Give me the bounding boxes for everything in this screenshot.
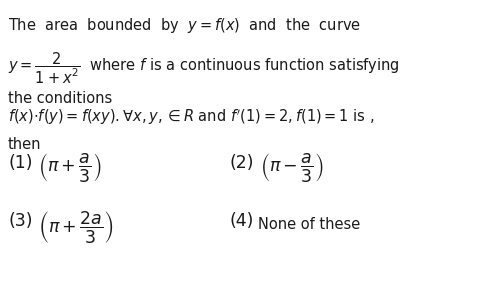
Text: then: then [8, 137, 42, 152]
Text: (2): (2) [230, 154, 254, 172]
Text: $y = \dfrac{2}{1+x^{2}}$  where $f$ is a continuous function satisfying: $y = \dfrac{2}{1+x^{2}}$ where $f$ is a … [8, 51, 400, 86]
Text: (4): (4) [230, 212, 254, 230]
Text: (3): (3) [8, 212, 32, 230]
Text: $\left(\pi + \dfrac{2a}{3}\right)$: $\left(\pi + \dfrac{2a}{3}\right)$ [38, 209, 114, 245]
Text: None of these: None of these [258, 217, 360, 232]
Text: $\left(\pi + \dfrac{a}{3}\right)$: $\left(\pi + \dfrac{a}{3}\right)$ [38, 151, 102, 184]
Text: The  area  bounded  by  $y = f(x)$  and  the  curve: The area bounded by $y = f(x)$ and the c… [8, 16, 361, 35]
Text: $f(x){\cdot}f(y) = f(xy).\forall x, y,{\in} R$ and $f'(1) = 2, f(1) = 1$ is ,: $f(x){\cdot}f(y) = f(xy).\forall x, y,{\… [8, 107, 375, 126]
Text: the conditions: the conditions [8, 91, 112, 106]
Text: (1): (1) [8, 154, 32, 172]
Text: $\left(\pi - \dfrac{a}{3}\right)$: $\left(\pi - \dfrac{a}{3}\right)$ [260, 151, 324, 184]
